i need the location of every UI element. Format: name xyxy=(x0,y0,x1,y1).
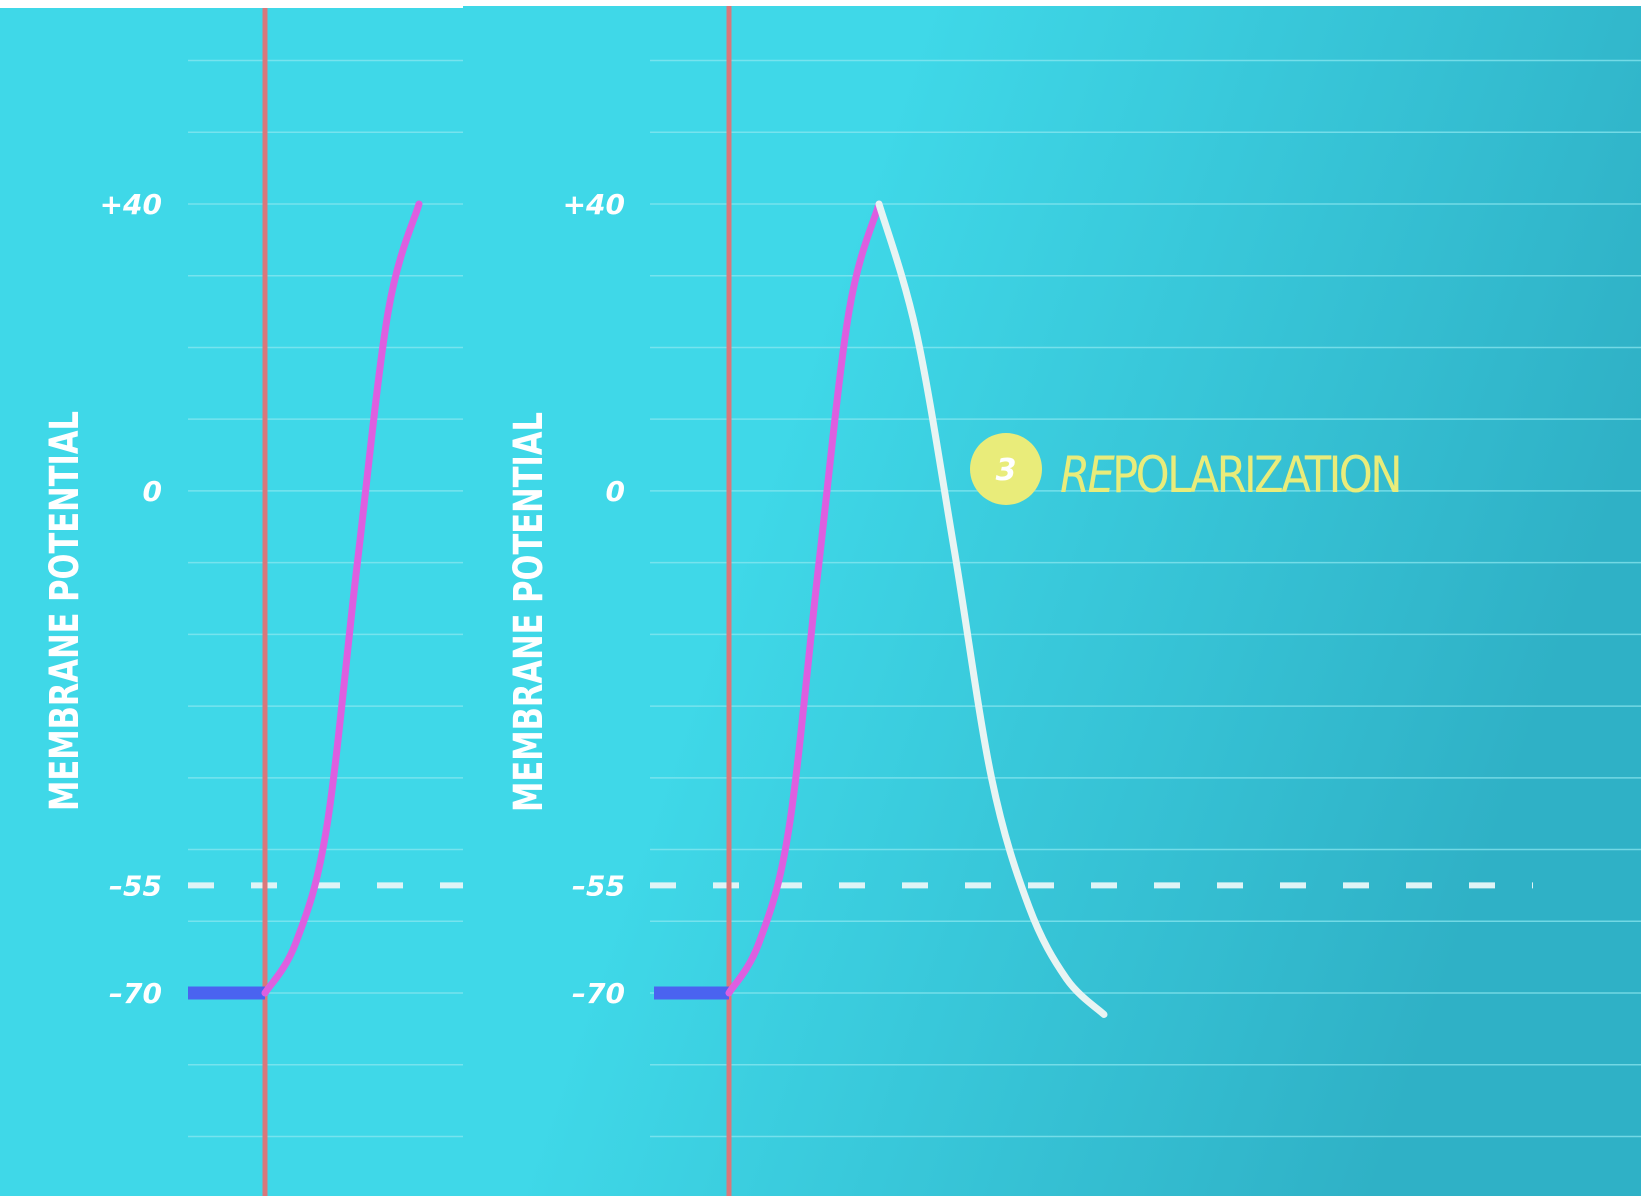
y-tick-label: –55 xyxy=(109,869,162,902)
annotation-text: POLARIZATION xyxy=(1112,446,1400,504)
y-tick-label: –70 xyxy=(109,977,162,1010)
chart-background xyxy=(463,6,1641,1196)
y-tick-label: –70 xyxy=(572,977,625,1010)
annotation-number: 3 xyxy=(996,453,1017,488)
membrane-potential-chart-right: MEMBRANE POTENTIAL +40 0 –55 –70 3 REPOLARIZAT… xyxy=(463,6,1641,1196)
y-tick-label: +40 xyxy=(100,188,162,221)
y-axis-title: MEMBRANE POTENTIAL xyxy=(42,411,88,811)
depolarization-curve xyxy=(261,200,423,997)
y-axis-title: MEMBRANE POTENTIAL xyxy=(506,412,552,812)
annotation-label: REPOLARIZATION xyxy=(1060,446,1400,504)
repolarization-curve xyxy=(875,200,1108,1018)
y-tick-label: 0 xyxy=(143,475,162,508)
depolarization-curve xyxy=(725,200,883,997)
y-tick-label: –55 xyxy=(572,869,625,902)
y-tick-label: 0 xyxy=(606,475,625,508)
membrane-potential-chart-left: MEMBRANE POTENTIAL +40 0 –55 –70 xyxy=(0,8,463,1196)
annotation-badge xyxy=(970,433,1042,505)
annotation-prefix: RE xyxy=(1060,446,1115,504)
y-tick-label: +40 xyxy=(563,188,625,221)
chart-panel-left: MEMBRANE POTENTIAL +40 0 –55 –70 xyxy=(0,8,463,1196)
chart-panel-right: MEMBRANE POTENTIAL +40 0 –55 –70 3 REPOLARIZAT… xyxy=(463,6,1641,1196)
